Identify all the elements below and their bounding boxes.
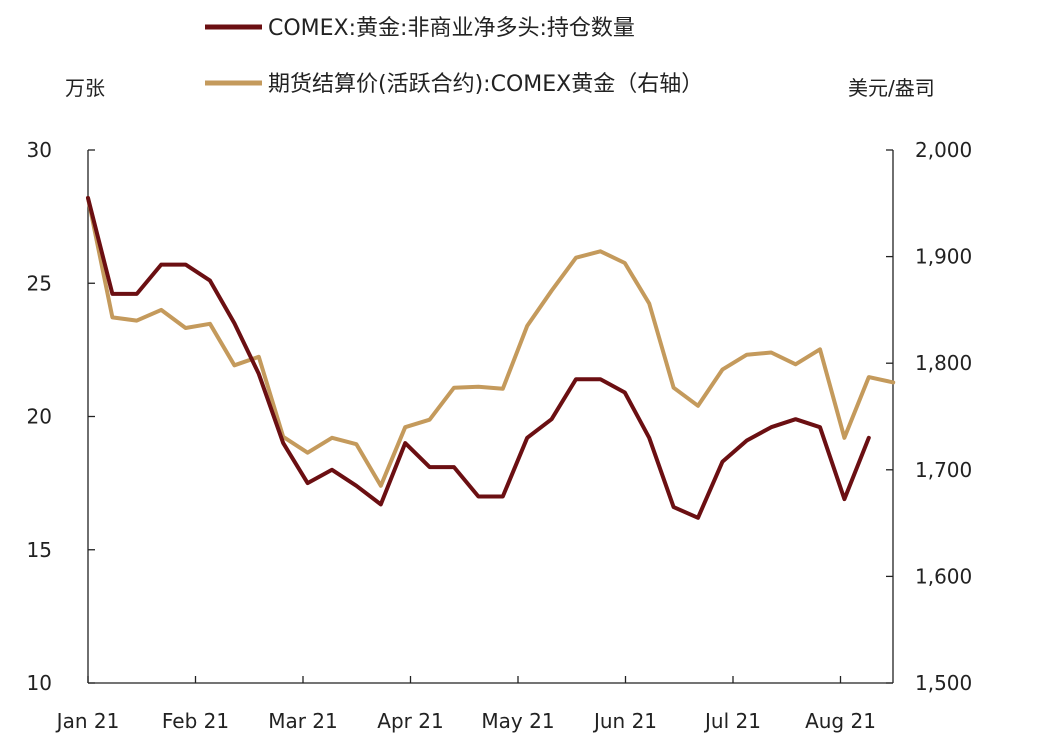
series-layer — [86, 196, 896, 520]
x-tick-label: Jul 21 — [703, 709, 761, 733]
right-tick-label: 1,900 — [915, 245, 972, 269]
x-tick-label: Jun 21 — [592, 709, 657, 733]
right-ticks: 1,500 1,600 1,700 1,800 1,900 2,000 — [886, 138, 972, 695]
right-tick-label: 1,500 — [915, 671, 972, 695]
right-tick-label: 1,700 — [915, 458, 972, 482]
right-axis-unit: 美元/盎司 — [848, 76, 935, 100]
left-ticks: 10 15 20 25 30 — [27, 138, 95, 695]
x-tick-label: Jan 21 — [55, 709, 120, 733]
legend-label-futures-price: 期货结算价(活跃合约):COMEX黄金（右轴） — [268, 72, 703, 97]
x-tick-label: Aug 21 — [805, 709, 876, 733]
left-tick-label: 30 — [27, 138, 52, 162]
left-axis-unit: 万张 — [65, 76, 105, 100]
series-line-futures-price — [86, 196, 896, 488]
x-tick-label: May 21 — [481, 709, 554, 733]
x-tick-label: Apr 21 — [377, 709, 443, 733]
x-tick-label: Mar 21 — [268, 709, 338, 733]
x-tick-label: Feb 21 — [162, 709, 229, 733]
right-tick-label: 2,000 — [915, 138, 972, 162]
left-tick-label: 25 — [27, 271, 52, 295]
left-tick-label: 10 — [27, 671, 52, 695]
series-line-net-long — [86, 196, 871, 520]
x-ticks: Jan 21 Feb 21 Mar 21 Apr 21 May 21 Jun 21 Jul … — [55, 676, 876, 733]
axes — [87, 150, 894, 684]
right-tick-label: 1,600 — [915, 564, 972, 588]
right-tick-label: 1,800 — [915, 351, 972, 375]
left-tick-label: 15 — [27, 538, 52, 562]
legend: COMEX:黄金:非商业净多头:持仓数量 期货结算价(活跃合约):COMEX黄金… — [205, 16, 703, 97]
legend-label-net-long: COMEX:黄金:非商业净多头:持仓数量 — [268, 16, 635, 41]
left-tick-label: 20 — [27, 405, 52, 429]
